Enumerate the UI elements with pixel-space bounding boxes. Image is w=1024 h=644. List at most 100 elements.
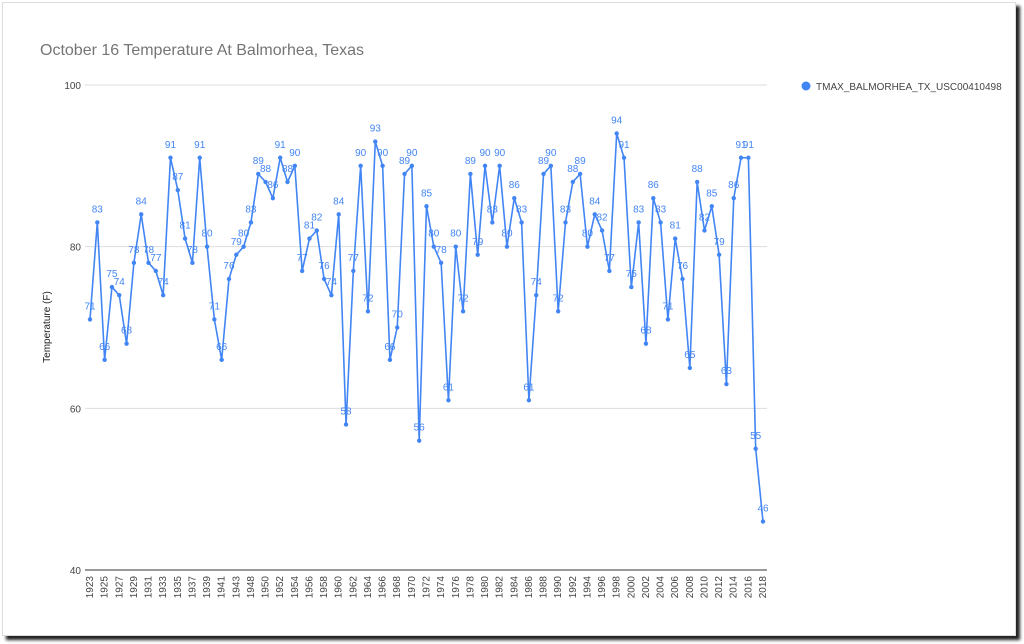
data-point — [131, 260, 137, 266]
data-point — [424, 204, 429, 209]
data-label: 88 — [567, 164, 579, 175]
data-label: 81 — [180, 221, 192, 232]
data-label: 75 — [626, 269, 638, 280]
data-point — [175, 187, 180, 193]
data-point — [285, 179, 290, 185]
data-point — [607, 268, 612, 274]
data-label: 55 — [750, 431, 762, 442]
data-point — [643, 341, 649, 346]
data-label: 79 — [231, 237, 243, 248]
data-label: 82 — [597, 213, 609, 224]
data-point — [160, 292, 166, 298]
data-point — [263, 179, 268, 185]
data-point — [409, 163, 415, 169]
data-label: 86 — [728, 180, 740, 191]
x-tick-label: 1992 — [568, 576, 579, 599]
data-point — [248, 220, 254, 225]
data-label: 88 — [260, 164, 272, 175]
x-tick-label: 1996 — [597, 576, 608, 599]
data-label: 71 — [209, 301, 221, 312]
data-point — [292, 163, 298, 169]
x-tick-label: 1960 — [334, 576, 345, 599]
data-point — [117, 292, 122, 298]
data-point — [153, 268, 159, 274]
data-point — [555, 309, 561, 314]
data-label: 83 — [245, 204, 257, 215]
data-point — [373, 139, 378, 144]
data-label: 88 — [282, 164, 294, 175]
data-label: 65 — [684, 350, 696, 361]
data-point — [658, 220, 663, 225]
x-tick-label: 1974 — [436, 576, 447, 599]
data-label: 81 — [304, 221, 316, 232]
data-point — [256, 171, 261, 177]
x-tick-label: 2014 — [729, 576, 740, 599]
data-point — [387, 357, 393, 363]
data-point — [168, 155, 173, 160]
data-label: 80 — [582, 229, 594, 240]
data-point — [395, 325, 400, 330]
data-point — [241, 244, 246, 249]
x-tick-label: 2008 — [685, 576, 696, 599]
data-point — [277, 155, 283, 160]
data-label: 76 — [319, 261, 331, 272]
data-point — [519, 220, 524, 225]
data-label: 78 — [128, 245, 140, 256]
data-label: 83 — [633, 204, 645, 215]
data-label: 83 — [92, 204, 104, 215]
x-tick-label: 1982 — [495, 576, 506, 599]
data-point — [636, 220, 641, 225]
x-tick-label: 1931 — [144, 576, 155, 599]
data-label: 83 — [560, 204, 572, 215]
x-tick-label: 1962 — [348, 576, 359, 599]
data-point — [504, 244, 510, 249]
data-label: 61 — [523, 382, 535, 393]
data-label: 68 — [121, 326, 133, 337]
data-label: 90 — [545, 148, 557, 159]
data-point — [416, 438, 422, 443]
x-tick-label: 1925 — [100, 576, 111, 599]
x-tick-label: 1939 — [202, 576, 213, 599]
chart-title: October 16 Temperature At Balmorhea, Tex… — [40, 42, 364, 59]
y-tick-label: 40 — [70, 566, 82, 577]
x-tick-label: 2012 — [714, 576, 725, 599]
x-tick-label: 1943 — [231, 576, 242, 599]
data-point — [307, 236, 312, 241]
data-label: 84 — [136, 196, 148, 207]
data-label: 93 — [370, 124, 382, 135]
data-point — [490, 220, 495, 225]
data-label: 75 — [106, 269, 118, 280]
y-axis-title: Temperature (F) — [42, 291, 53, 363]
data-point — [651, 195, 656, 201]
data-label: 76 — [677, 261, 689, 272]
data-label: 85 — [706, 188, 718, 199]
x-tick-label: 1935 — [173, 576, 184, 599]
data-point — [87, 317, 93, 322]
x-tick-label: 1933 — [158, 576, 169, 599]
data-label: 74 — [326, 277, 338, 288]
x-tick-label: 1958 — [319, 576, 330, 599]
data-point — [453, 244, 458, 249]
data-point — [665, 317, 671, 322]
x-tick-label: 1986 — [524, 576, 535, 599]
data-label: 77 — [604, 253, 616, 264]
data-label: 71 — [84, 301, 96, 312]
data-label: 61 — [443, 382, 455, 393]
data-label: 72 — [362, 293, 374, 304]
x-tick-label: 2004 — [656, 576, 667, 599]
data-label: 78 — [187, 245, 199, 256]
data-label: 83 — [487, 204, 499, 215]
data-label: 77 — [348, 253, 360, 264]
data-point — [234, 252, 239, 257]
data-point — [585, 244, 590, 249]
data-point — [475, 252, 480, 257]
data-label: 85 — [421, 188, 433, 199]
x-tick-label: 1929 — [129, 576, 140, 599]
data-point — [109, 284, 115, 290]
x-tick-label: 1956 — [304, 576, 315, 599]
data-label: 86 — [509, 180, 521, 191]
y-tick-label: 100 — [64, 81, 81, 92]
x-tick-label: 1937 — [187, 576, 198, 599]
data-label: 79 — [472, 237, 484, 248]
data-label: 90 — [479, 148, 491, 159]
